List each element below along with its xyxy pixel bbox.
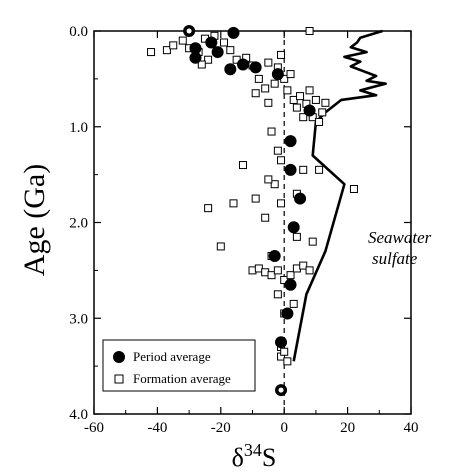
x-tick-label: -20: [211, 420, 231, 436]
formation-average-point: [264, 175, 273, 184]
period-average-point: [236, 58, 249, 71]
formation-average-point: [283, 357, 292, 366]
period-average-point: [189, 51, 202, 64]
x-axis-title-sup: 34: [244, 440, 262, 460]
formation-average-point: [311, 95, 320, 104]
y-tick-label: 1.0: [69, 120, 88, 136]
legend-formation-marker: [114, 374, 124, 384]
formation-average-point: [251, 194, 260, 203]
formation-average-point: [273, 290, 282, 299]
period-average-point: [271, 68, 284, 81]
formation-average-point: [261, 213, 270, 222]
y-axis-title: Age (Ga): [18, 164, 51, 276]
x-tick-label: 0: [280, 420, 288, 436]
formation-average-point: [204, 204, 213, 213]
formation-average-point: [286, 271, 295, 280]
period-average-point-center: [278, 387, 284, 393]
formation-average-point: [315, 165, 324, 174]
legend-period-label: Period average: [133, 349, 211, 364]
legend-formation-label: Formation average: [133, 371, 231, 386]
x-tick-label: 40: [404, 420, 419, 436]
formation-average-point: [305, 27, 314, 35]
formation-average-point: [169, 41, 178, 50]
formation-average-point: [286, 70, 295, 79]
plot-area: -60 -40 -20 0 20 40 0.0 1.0 2.0 3.0 4.0: [69, 24, 418, 436]
formation-average-point: [305, 266, 314, 275]
formation-average-point: [219, 38, 228, 47]
legend-period-marker: [113, 351, 125, 363]
period-average-point: [284, 278, 297, 291]
x-tick-label: 20: [340, 420, 355, 436]
formation-average-point: [296, 92, 305, 101]
formation-average-point: [229, 199, 238, 208]
formation-average-point: [318, 108, 327, 117]
x-axis-title: δ34S: [232, 440, 277, 472]
formation-average-point: [178, 36, 187, 45]
formation-average-point: [273, 266, 282, 275]
formation-average-point: [321, 98, 330, 107]
x-axis-title-end: S: [262, 443, 276, 472]
formation-average-point: [292, 232, 301, 241]
period-average-point: [205, 36, 218, 49]
x-tick-label: -40: [147, 420, 167, 436]
formation-average-point: [283, 86, 292, 95]
formation-average-point: [292, 103, 301, 112]
formation-average-point: [251, 89, 260, 98]
formation-average-point: [162, 46, 171, 55]
formation-average-point: [204, 55, 213, 64]
period-average-point: [287, 221, 300, 234]
y-tick-label: 4.0: [69, 407, 88, 423]
period-average-point: [227, 26, 240, 39]
period-average-point: [303, 104, 316, 117]
period-average-point: [294, 192, 307, 205]
formation-average-point: [267, 127, 276, 136]
period-average-point: [224, 63, 237, 76]
period-average-point: [268, 250, 281, 263]
x-tick-label: -60: [84, 420, 104, 436]
period-average-point: [211, 46, 224, 59]
period-average-point: [275, 336, 288, 349]
formation-average-point: [277, 199, 286, 208]
formation-average-point: [315, 117, 324, 126]
legend-box: [102, 339, 256, 392]
y-tick-label: 3.0: [69, 311, 88, 327]
formation-average-point: [261, 84, 270, 93]
legend: Period average Formation average: [102, 339, 256, 392]
y-tick-label: 2.0: [69, 216, 88, 232]
formation-average-point: [216, 242, 225, 251]
seawater-sulfate-label: Seawater: [368, 228, 432, 247]
formation-average-point: [273, 146, 282, 155]
formation-average-point: [277, 156, 286, 165]
formation-average-point: [254, 74, 263, 83]
formation-average-point: [270, 79, 279, 88]
period-average-point: [281, 307, 294, 320]
period-average-point: [284, 163, 297, 176]
formation-average-point: [289, 299, 298, 308]
formation-average-point: [147, 48, 156, 57]
y-tick-label: 0.0: [69, 24, 88, 40]
formation-average-point: [305, 86, 314, 95]
formation-average-point: [299, 261, 308, 270]
period-average-point-center: [186, 28, 192, 34]
period-average-point: [284, 135, 297, 148]
formation-average-point: [299, 165, 308, 174]
formation-average-point: [267, 271, 276, 280]
formation-average-point: [264, 58, 273, 67]
formation-average-point: [299, 113, 308, 122]
period-average-point: [189, 42, 202, 55]
seawater-sulfate-label-line2: sulfate: [372, 249, 418, 268]
seawater-sulfate-curve: [292, 29, 387, 362]
x-axis-title-delta: δ: [232, 443, 244, 472]
formation-average-point: [238, 161, 247, 170]
formation-average-point: [349, 184, 358, 193]
formation-average-point: [270, 180, 279, 189]
formation-average-point: [280, 347, 289, 356]
formation-average-point: [197, 60, 206, 69]
formation-average-point: [226, 46, 235, 55]
formation-average-point: [308, 237, 317, 246]
formation-average-point: [277, 50, 286, 59]
formation-average-point: [264, 98, 273, 107]
period-average-point: [249, 61, 262, 74]
